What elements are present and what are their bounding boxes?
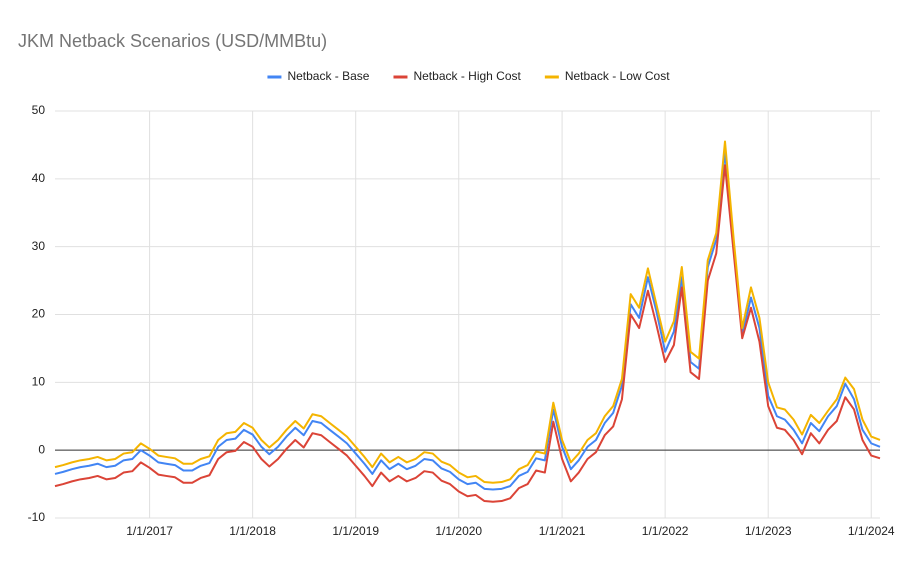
- x-tick-label: 1/1/2020: [435, 524, 482, 538]
- x-tick-label: 1/1/2018: [229, 524, 276, 538]
- y-tick-label: 40: [32, 171, 46, 185]
- data-line: [54, 164, 881, 503]
- x-tick-label: 1/1/2017: [126, 524, 173, 538]
- x-tick-label: 1/1/2022: [642, 524, 689, 538]
- y-tick-label: 30: [32, 239, 46, 253]
- y-tick-label: 10: [32, 375, 46, 389]
- data-line: [54, 140, 881, 484]
- y-tick-label: -10: [28, 510, 46, 524]
- x-tick-label: 1/1/2024: [848, 524, 895, 538]
- y-tick-label: 0: [38, 442, 45, 456]
- x-tick-label: 1/1/2019: [332, 524, 379, 538]
- y-tick-label: 20: [32, 307, 46, 321]
- x-tick-label: 1/1/2023: [745, 524, 792, 538]
- chart-title: JKM Netback Scenarios (USD/MMBtu): [18, 31, 327, 51]
- y-tick-label: 50: [32, 103, 46, 117]
- legend-label: Netback - Base: [287, 69, 369, 83]
- legend-label: Netback - Low Cost: [565, 69, 670, 83]
- x-tick-label: 1/1/2021: [539, 524, 586, 538]
- legend-label: Netback - High Cost: [413, 69, 521, 83]
